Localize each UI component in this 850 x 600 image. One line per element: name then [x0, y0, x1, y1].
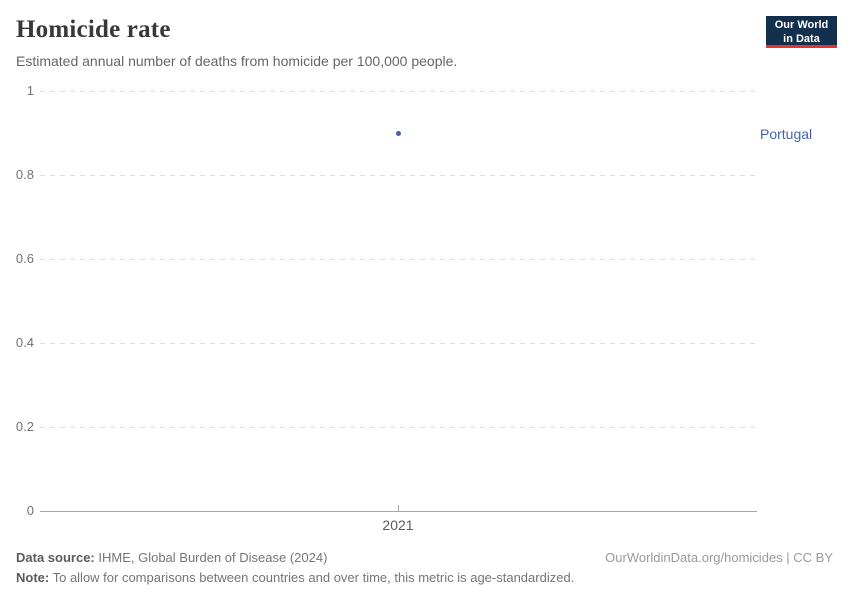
owid-logo-line2: in Data	[783, 32, 820, 45]
entity-label-portugal[interactable]: Portugal	[760, 126, 813, 142]
gridline	[40, 175, 755, 176]
data-source-text: Data source: IHME, Global Burden of Dise…	[16, 550, 328, 565]
y-axis-tick-label: 0.8	[15, 167, 34, 182]
page-title: Homicide rate	[16, 16, 171, 43]
x-axis-tick-mark	[398, 505, 399, 511]
y-axis-tick-label: 0	[26, 503, 34, 518]
data-source-label: Data source:	[16, 550, 95, 565]
gridline	[40, 259, 755, 260]
chart-footer: Data source: IHME, Global Burden of Dise…	[16, 548, 833, 588]
chart-subtitle: Estimated annual number of deaths from h…	[16, 53, 458, 69]
y-axis-tick-label: 0.2	[15, 419, 34, 434]
owid-logo[interactable]: Our World in Data	[766, 16, 837, 48]
owid-logo-line1: Our World	[774, 19, 829, 31]
y-axis-tick-label: 0.6	[15, 251, 34, 266]
x-axis-line	[40, 511, 757, 512]
gridline	[40, 343, 755, 344]
footer-row-source: Data source: IHME, Global Burden of Dise…	[16, 548, 833, 568]
footer-note: Note: To allow for comparisons between c…	[16, 570, 575, 586]
y-axis-tick-label: 1	[26, 83, 34, 98]
note-label: Note:	[16, 570, 50, 586]
x-axis-tick-label: 2021	[382, 517, 414, 533]
y-axis-tick-label: 0.4	[15, 335, 34, 350]
gridline	[40, 91, 755, 92]
data-point-portugal[interactable]	[396, 131, 401, 136]
owid-citation-link[interactable]: OurWorldinData.org/homicides | CC BY	[605, 550, 833, 565]
gridline	[40, 427, 755, 428]
